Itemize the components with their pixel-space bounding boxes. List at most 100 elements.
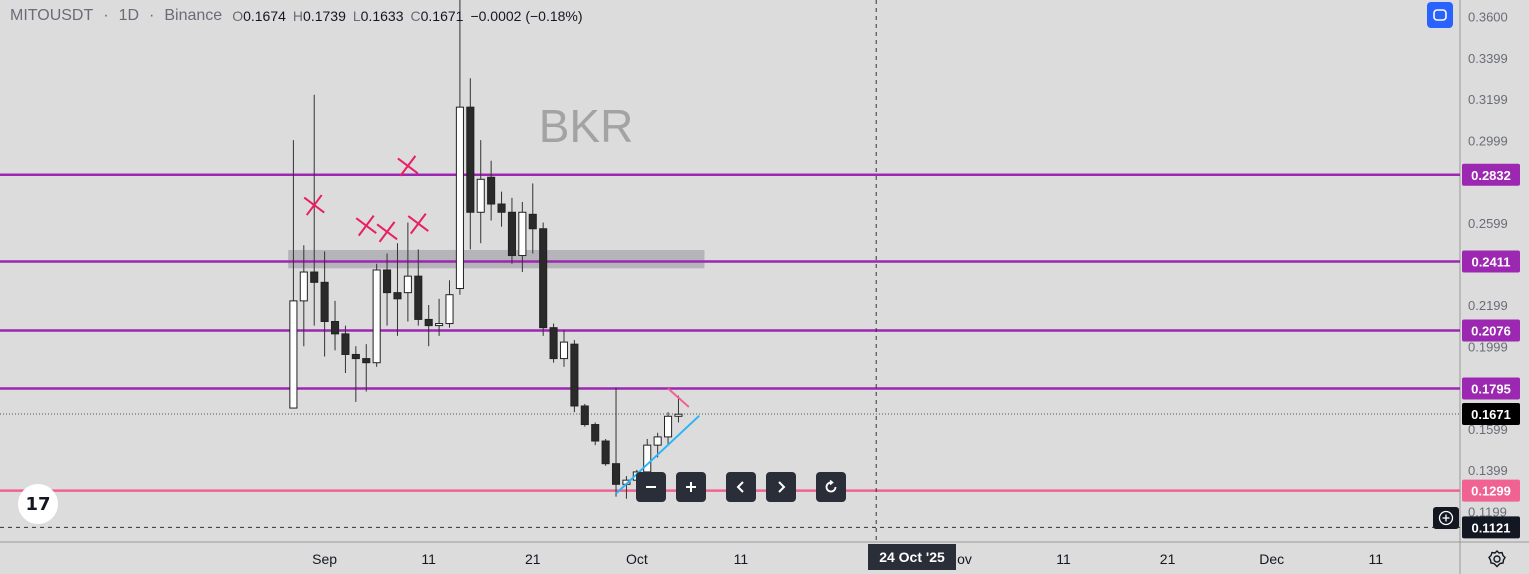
cross-mark-stroke xyxy=(409,213,427,235)
current-price-label: 0.1671 xyxy=(1471,407,1511,422)
open-value: 0.1674 xyxy=(243,8,286,24)
candle-down[interactable] xyxy=(497,203,506,213)
candle-up[interactable] xyxy=(653,436,662,446)
cross-mark[interactable] xyxy=(407,213,429,235)
current-price-badge xyxy=(1462,403,1520,426)
level-price-label: 0.2832 xyxy=(1471,168,1511,183)
candle-up[interactable] xyxy=(476,178,485,213)
high-value: 0.1739 xyxy=(303,8,346,24)
candle-up[interactable] xyxy=(299,271,308,302)
time-tick-label: 21 xyxy=(1160,551,1176,567)
candle-up[interactable] xyxy=(518,211,527,257)
interval-label[interactable]: 1D xyxy=(118,7,140,24)
high-label: H xyxy=(292,8,304,24)
candle-down[interactable] xyxy=(310,271,319,283)
tradingview-logo[interactable]: 17 xyxy=(18,484,58,524)
candle-down[interactable] xyxy=(351,353,360,360)
candle-down[interactable] xyxy=(601,440,610,465)
settings-button[interactable] xyxy=(1484,546,1510,572)
cross-mark-stroke xyxy=(399,155,417,177)
candle-down[interactable] xyxy=(539,228,548,329)
candle-up[interactable] xyxy=(289,300,298,409)
separator: · xyxy=(103,7,109,24)
candle-down[interactable] xyxy=(383,269,392,294)
candle-up[interactable] xyxy=(445,294,454,325)
candle-down[interactable] xyxy=(549,327,558,360)
separator: · xyxy=(149,7,155,24)
price-tick-label: 0.3199 xyxy=(1468,92,1508,107)
level-price-badge xyxy=(1462,319,1520,342)
level-price-badge xyxy=(1462,250,1520,273)
candle-down[interactable] xyxy=(393,292,402,300)
fullscreen-icon xyxy=(1433,9,1447,21)
add-alert-button[interactable] xyxy=(1433,507,1459,529)
cross-mark[interactable] xyxy=(397,155,419,177)
price-tick-label: 0.2999 xyxy=(1468,133,1508,148)
logo-text: 17 xyxy=(25,493,51,515)
fullscreen-button[interactable] xyxy=(1427,2,1453,28)
cross-mark-stroke xyxy=(378,221,396,243)
crosshair-price-badge xyxy=(1462,516,1520,539)
price-tick-label: 0.1999 xyxy=(1468,339,1508,354)
exchange-label: Binance xyxy=(164,7,223,24)
candle-up[interactable] xyxy=(559,341,569,360)
candle-down[interactable] xyxy=(487,176,496,205)
level-price-badge xyxy=(1462,479,1520,502)
time-tick-label: Dec xyxy=(1259,551,1284,567)
candle-down[interactable] xyxy=(466,106,475,213)
candle-down[interactable] xyxy=(580,405,589,426)
reset-chart-button[interactable] xyxy=(816,472,846,502)
crosshair-price-label: 0.1121 xyxy=(1471,520,1510,535)
close-value: 0.1671 xyxy=(420,8,464,24)
level-price-label: 0.1299 xyxy=(1471,484,1511,499)
cross-mark[interactable] xyxy=(355,215,377,237)
candle-down[interactable] xyxy=(591,424,600,442)
candle-up[interactable] xyxy=(372,269,381,364)
cross-mark[interactable] xyxy=(376,221,398,243)
candle-down[interactable] xyxy=(414,275,423,320)
time-tick-label: 11 xyxy=(1368,551,1383,567)
cross-mark[interactable] xyxy=(303,194,325,216)
price-tick-label: 0.1399 xyxy=(1468,463,1508,478)
change-value: −0.0002 (−0.18%) xyxy=(470,8,583,24)
time-tick-label: 11 xyxy=(1056,551,1071,567)
candle-down[interactable] xyxy=(362,358,371,364)
level-price-badge xyxy=(1462,163,1520,186)
level-price-badge xyxy=(1462,377,1520,400)
plus-icon xyxy=(686,482,696,492)
candle-down[interactable] xyxy=(570,343,579,407)
candle-up[interactable] xyxy=(674,413,683,417)
candle-down[interactable] xyxy=(507,211,516,257)
chevron-right-icon xyxy=(778,481,786,493)
level-price-label: 0.2411 xyxy=(1471,255,1510,270)
zoom-out-button[interactable] xyxy=(636,472,666,502)
scroll-left-button[interactable] xyxy=(726,472,756,502)
candle-up[interactable] xyxy=(455,106,464,290)
price-tick-label: 0.3399 xyxy=(1468,51,1508,66)
trend-line[interactable] xyxy=(667,387,690,408)
gear-icon xyxy=(1488,550,1506,568)
watermark-text: BKR xyxy=(539,100,634,152)
candle-up[interactable] xyxy=(403,275,412,294)
resistance-zone[interactable] xyxy=(288,249,705,269)
candle-down[interactable] xyxy=(424,318,433,327)
cross-mark-stroke xyxy=(357,215,375,237)
price-tick-label: 0.3600 xyxy=(1468,9,1508,24)
candle-up[interactable] xyxy=(643,444,652,473)
candle-down[interactable] xyxy=(341,333,350,355)
candle-down[interactable] xyxy=(330,320,340,335)
symbol-name[interactable]: MITOUSDT xyxy=(10,7,94,24)
time-tick-label: Oct xyxy=(626,551,648,567)
candle-down[interactable] xyxy=(320,281,329,322)
candle-up[interactable] xyxy=(664,415,673,438)
candle-down[interactable] xyxy=(528,213,537,230)
candle-up[interactable] xyxy=(435,323,444,327)
scroll-right-button[interactable] xyxy=(766,472,796,502)
candle-down[interactable] xyxy=(611,463,621,485)
ohlc-values: O0.1674 H0.1739 L0.1633 C0.1671 −0.0002 … xyxy=(232,8,582,24)
trend-line[interactable] xyxy=(615,414,700,495)
zoom-in-button[interactable] xyxy=(676,472,706,502)
